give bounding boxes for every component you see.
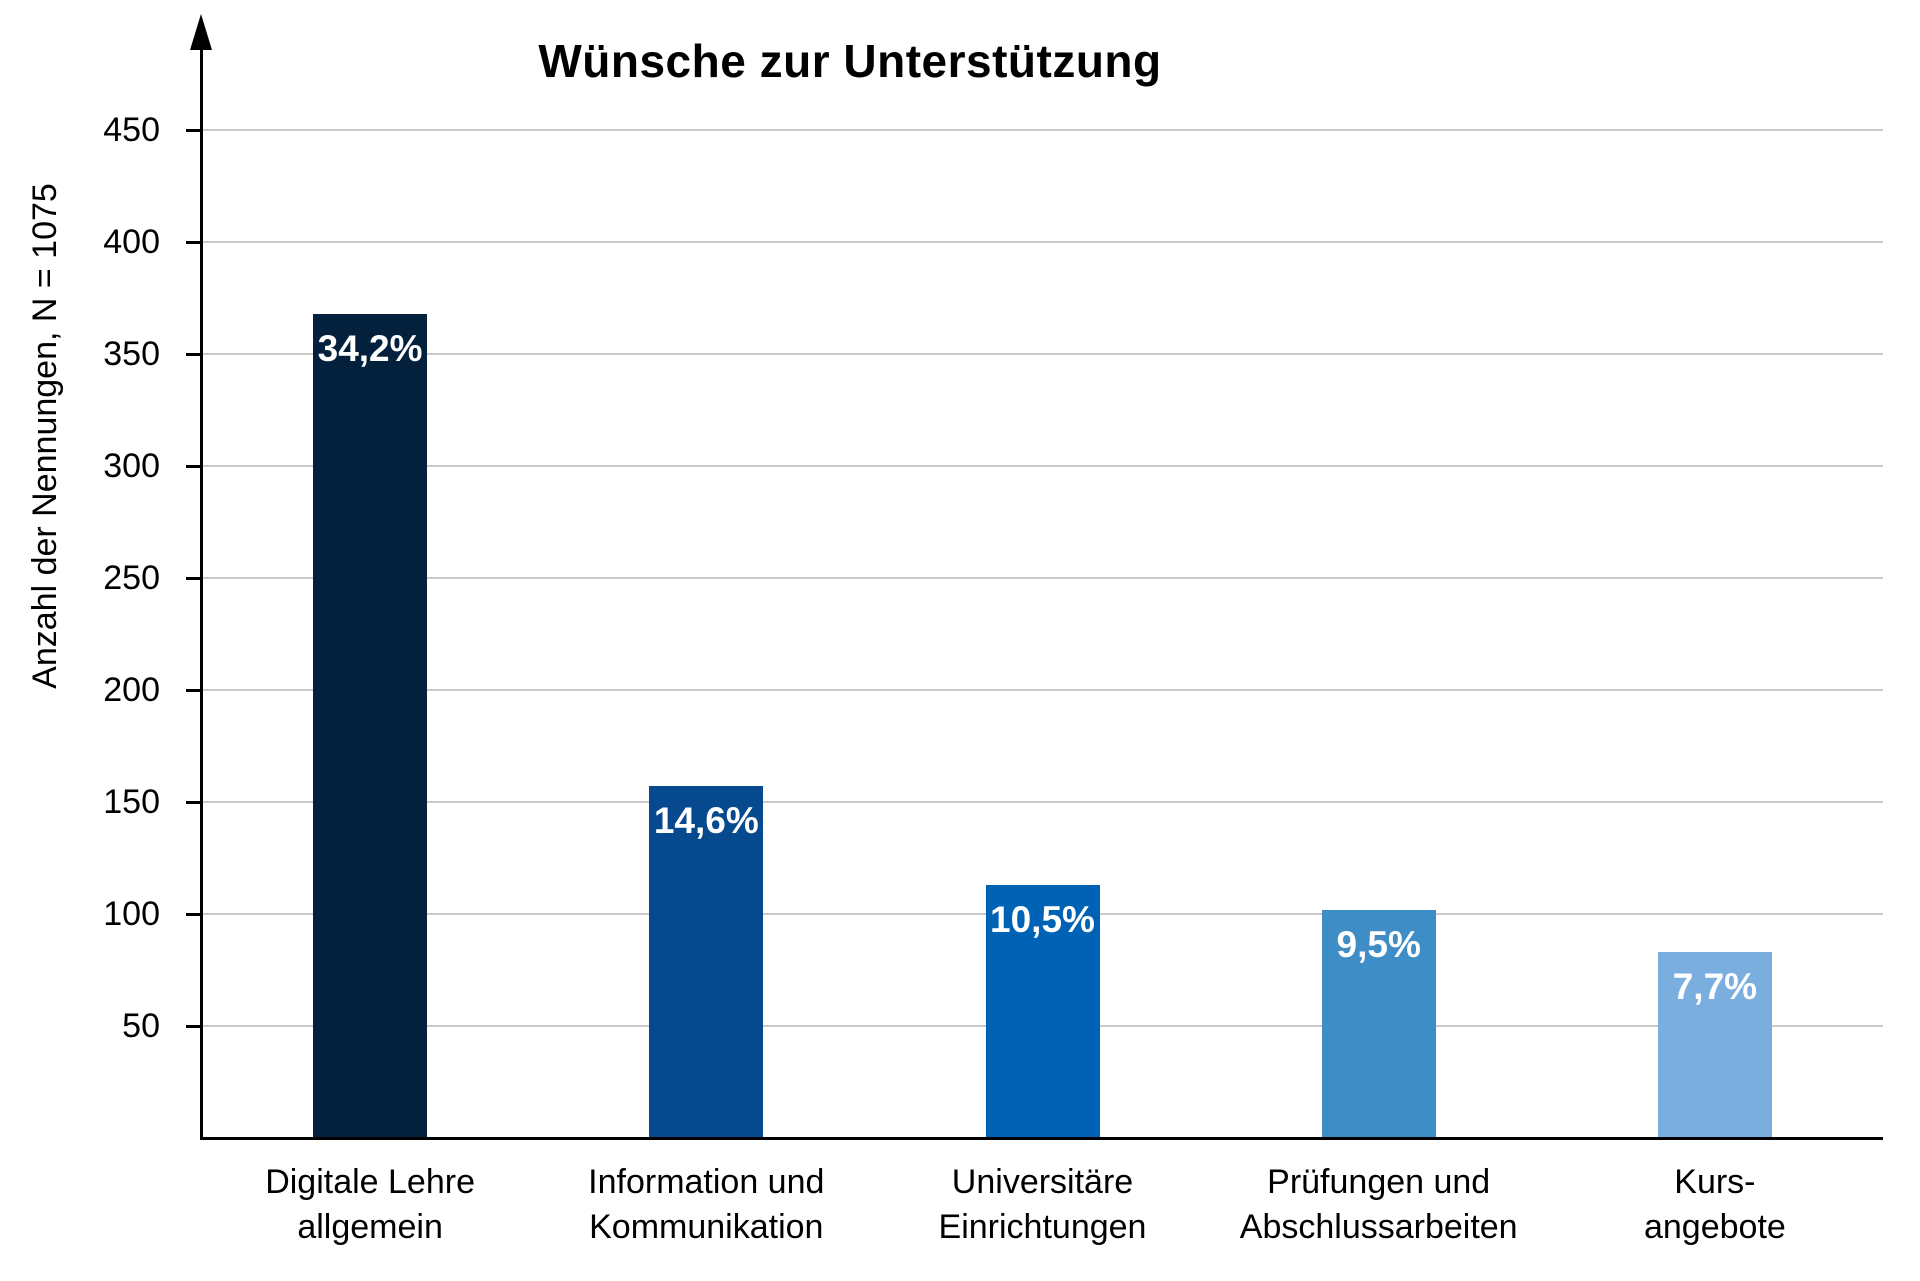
y-tick-label: 450: [103, 111, 160, 149]
bar-value-label: 7,7%: [1672, 966, 1758, 1008]
bar: [1321, 909, 1436, 1138]
x-category-label: Universitäre Einrichtungen: [938, 1163, 1147, 1246]
y-tick-label: 300: [103, 447, 160, 485]
y-tick-label: 200: [103, 671, 160, 709]
bar: [985, 884, 1100, 1138]
y-tickmark: [186, 801, 202, 804]
y-tick-label: 400: [103, 223, 160, 261]
bar: [649, 786, 764, 1138]
y-tickmark: [186, 913, 202, 916]
y-tickmark: [186, 1025, 202, 1028]
y-tickmark: [186, 689, 202, 692]
x-category-label: Prüfungen und Abschlussarbeiten: [1239, 1163, 1518, 1246]
y-gridline: [203, 353, 1883, 355]
x-category-label: Digitale Lehre allgemein: [265, 1163, 475, 1246]
y-gridline: [203, 801, 1883, 803]
y-tickmark: [186, 353, 202, 356]
y-gridline: [203, 465, 1883, 467]
y-tick-label: 50: [122, 1007, 160, 1045]
y-gridline: [203, 241, 1883, 243]
y-axis-arrow: [190, 14, 212, 50]
y-tick-label: 250: [103, 559, 160, 597]
y-tick-label: 150: [103, 783, 160, 821]
bar: [313, 313, 428, 1138]
y-tick-label: 350: [103, 335, 160, 373]
bar-value-label: 14,6%: [653, 800, 759, 842]
x-category-label: Kurs- angebote: [1643, 1163, 1786, 1246]
bar-value-label: 34,2%: [317, 327, 423, 369]
y-gridline: [203, 129, 1883, 131]
chart-title: Wünsche zur Unterstützung: [538, 35, 1162, 87]
y-gridline: [203, 689, 1883, 691]
y-tickmark: [186, 241, 202, 244]
x-category-label: Information und Kommunikation: [588, 1163, 825, 1246]
y-axis-line: [200, 40, 203, 1140]
y-axis-title: Anzahl der Nennungen, N = 1075: [26, 183, 64, 689]
y-tickmark: [186, 129, 202, 132]
bar-value-label: 10,5%: [990, 898, 1095, 940]
y-gridline: [203, 577, 1883, 579]
x-axis-line: [200, 1137, 1883, 1140]
y-tick-label: 100: [103, 895, 160, 933]
y-tickmark: [186, 465, 202, 468]
bar: [1657, 952, 1772, 1138]
y-tickmark: [186, 577, 202, 580]
bar-value-label: 9,5%: [1336, 923, 1421, 965]
